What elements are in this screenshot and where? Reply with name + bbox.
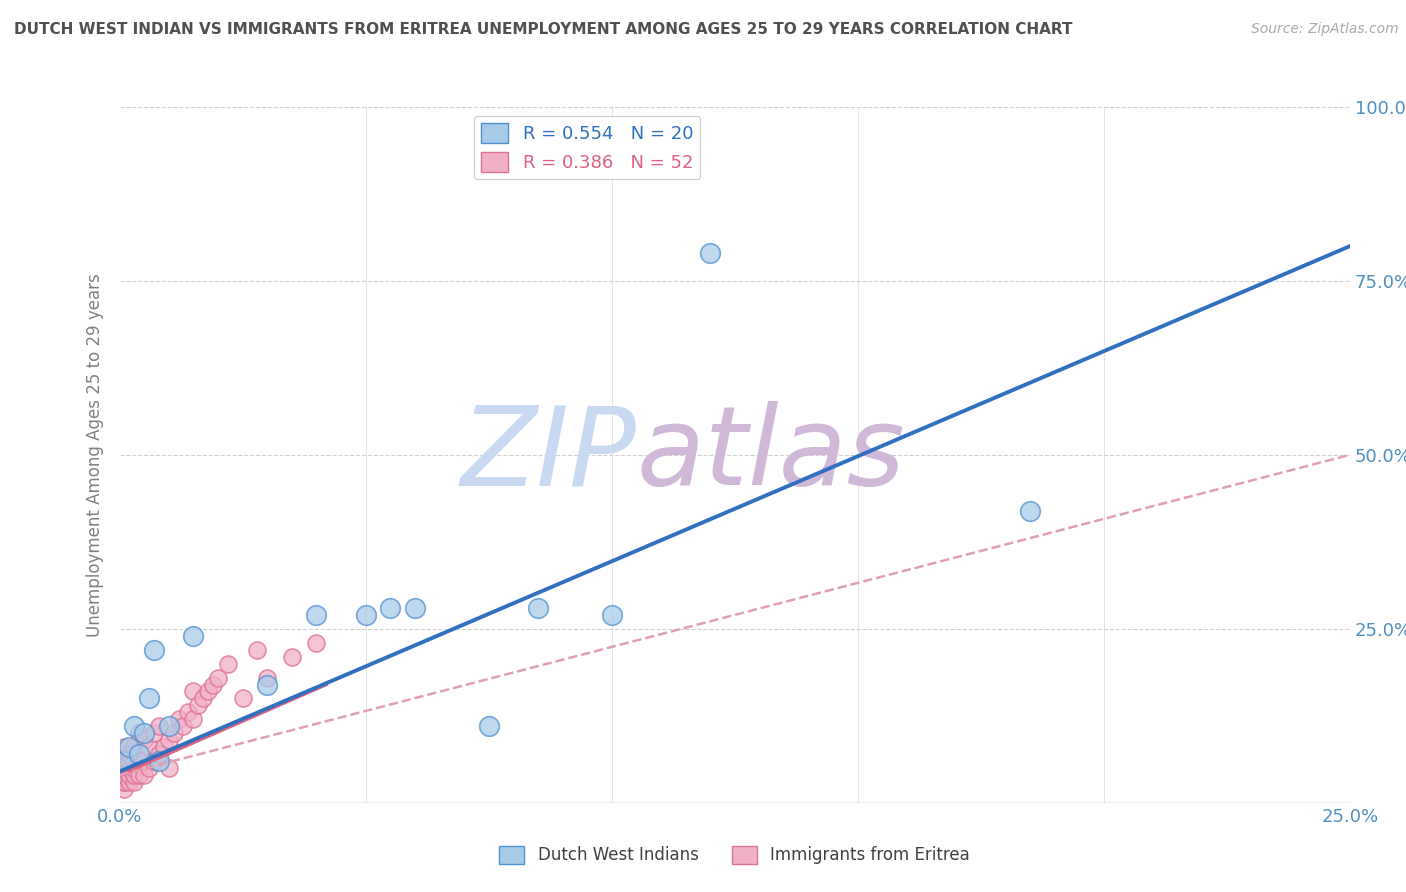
Point	[256, 671, 278, 685]
Y-axis label: Unemployment Among Ages 25 to 29 years: Unemployment Among Ages 25 to 29 years	[86, 273, 104, 637]
Point	[132, 726, 156, 740]
Point	[138, 740, 160, 755]
Point	[380, 601, 402, 615]
Point	[132, 754, 156, 768]
Point	[114, 754, 135, 768]
Point	[148, 754, 170, 768]
Point	[128, 754, 150, 768]
Point	[143, 754, 166, 768]
Point	[163, 726, 186, 740]
Point	[183, 629, 205, 643]
Point	[527, 601, 550, 615]
Point	[114, 775, 135, 789]
Point	[197, 684, 219, 698]
Point	[281, 649, 304, 664]
Point	[153, 740, 174, 755]
Point	[124, 754, 146, 768]
Point	[207, 671, 229, 685]
Point	[217, 657, 239, 671]
Point	[118, 768, 141, 782]
Point	[167, 712, 190, 726]
Point	[202, 677, 225, 691]
Point	[172, 719, 194, 733]
Point	[246, 642, 269, 657]
Point	[148, 747, 170, 761]
Point	[132, 733, 156, 747]
Point	[114, 747, 135, 761]
Point	[128, 768, 150, 782]
Point	[177, 706, 200, 720]
Point	[118, 740, 141, 755]
Point	[124, 740, 146, 755]
Point	[143, 642, 166, 657]
Point	[143, 726, 166, 740]
Point	[183, 684, 205, 698]
Text: ZIP: ZIP	[460, 401, 636, 508]
Point	[157, 761, 180, 775]
Point	[305, 636, 328, 650]
Point	[114, 754, 135, 768]
Point	[118, 775, 141, 789]
Point	[114, 768, 135, 782]
Point	[183, 712, 205, 726]
Point	[1018, 503, 1040, 517]
Point	[118, 747, 141, 761]
Text: DUTCH WEST INDIAN VS IMMIGRANTS FROM ERITREA UNEMPLOYMENT AMONG AGES 25 TO 29 YE: DUTCH WEST INDIAN VS IMMIGRANTS FROM ERI…	[14, 22, 1073, 37]
Point	[157, 733, 180, 747]
Point	[256, 677, 278, 691]
Point	[187, 698, 209, 713]
Point	[132, 768, 156, 782]
Point	[114, 761, 135, 775]
Point	[114, 781, 135, 796]
Point	[124, 775, 146, 789]
Text: Source: ZipAtlas.com: Source: ZipAtlas.com	[1251, 22, 1399, 37]
Text: atlas: atlas	[636, 401, 905, 508]
Point	[114, 775, 135, 789]
Point	[124, 719, 146, 733]
Point	[600, 607, 623, 622]
Point	[118, 754, 141, 768]
Point	[118, 761, 141, 775]
Point	[404, 601, 426, 615]
Point	[138, 691, 160, 706]
Point	[114, 761, 135, 775]
Point	[114, 740, 135, 755]
Point	[148, 719, 170, 733]
Point	[138, 761, 160, 775]
Point	[128, 726, 150, 740]
Legend: Dutch West Indians, Immigrants from Eritrea: Dutch West Indians, Immigrants from Erit…	[492, 839, 977, 871]
Point	[231, 691, 254, 706]
Point	[191, 691, 215, 706]
Point	[157, 719, 180, 733]
Point	[114, 768, 135, 782]
Point	[124, 761, 146, 775]
Point	[477, 719, 501, 733]
Point	[305, 607, 328, 622]
Point	[699, 246, 721, 260]
Point	[128, 747, 150, 761]
Point	[354, 607, 377, 622]
Point	[124, 768, 146, 782]
